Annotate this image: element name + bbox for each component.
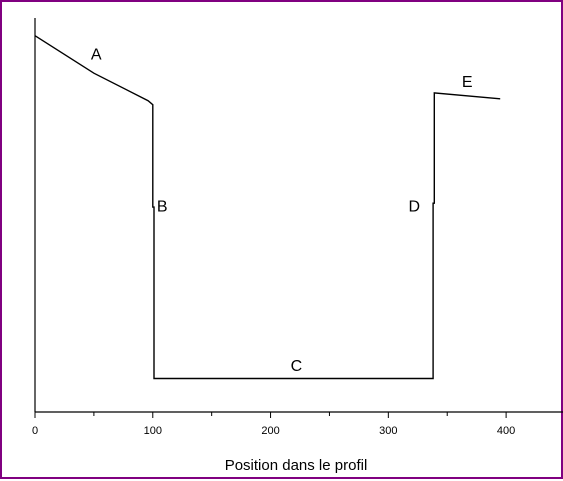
x-tick-label: 400 <box>497 425 515 437</box>
x-tick-label: 100 <box>144 425 162 437</box>
segment-label: B <box>157 198 168 215</box>
x-axis-tick-labels: 0 100 200 300 400 <box>32 425 515 437</box>
segment-label: E <box>462 74 473 91</box>
segment-labels: A B C D E <box>91 47 473 375</box>
profile-line <box>34 35 501 380</box>
segment-label: A <box>91 47 102 64</box>
x-tick-label: 200 <box>261 425 279 437</box>
x-axis-ticks <box>34 412 507 418</box>
segment-label: D <box>408 198 420 215</box>
x-axis-title: Position dans le profil <box>225 457 368 474</box>
segment-label: C <box>291 358 303 375</box>
x-tick-label: 300 <box>379 425 397 437</box>
x-tick-label: 0 <box>32 425 38 437</box>
